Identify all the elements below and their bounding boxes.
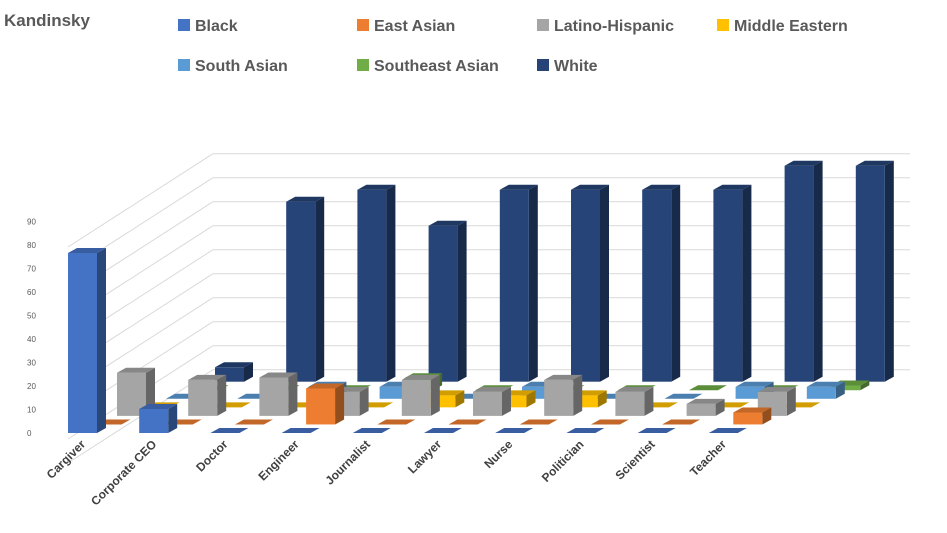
bar-east-asian-nurse xyxy=(519,419,558,425)
bar-east-asian-teacher xyxy=(733,407,772,425)
bar-white-teacher xyxy=(855,160,894,382)
bar-white-scientist xyxy=(784,160,823,382)
bar-black-doctor xyxy=(210,428,249,433)
y-tick-label: 50 xyxy=(27,311,36,320)
x-tick-lawyer: Lawyer xyxy=(405,437,444,476)
bar-white-politician xyxy=(713,184,752,382)
legend-item-latino-hispanic: Latino-Hispanic xyxy=(537,18,674,35)
legend-swatch xyxy=(717,19,729,31)
y-tick-label: 10 xyxy=(27,405,36,414)
bar-white-nurse xyxy=(642,184,681,382)
y-tick-label: 30 xyxy=(27,358,36,367)
legend-swatch xyxy=(357,59,369,71)
bar-south-asian-politician xyxy=(664,393,703,399)
x-tick-engineer: Engineer xyxy=(256,437,302,483)
legend-item-southeast-asian: Southeast Asian xyxy=(357,58,499,75)
bar-black-corporate-ceo xyxy=(139,404,178,433)
legend-item-white: White xyxy=(537,58,598,75)
bar-east-asian-scientist xyxy=(662,419,701,425)
bar-black-cargiver xyxy=(68,248,106,433)
bar-black-journalist xyxy=(352,428,391,433)
bar-black-teacher xyxy=(708,428,747,433)
bar-east-asian-doctor xyxy=(234,419,273,425)
bar-white-lawyer xyxy=(571,184,609,382)
y-tick-label: 90 xyxy=(27,217,36,226)
bar-east-asian-lawyer xyxy=(448,419,487,425)
legend-swatch xyxy=(178,19,190,31)
bar-white-journalist xyxy=(499,184,538,382)
x-tick-scientist: Scientist xyxy=(612,437,657,482)
bar-black-lawyer xyxy=(424,428,462,433)
bar-east-asian-engineer xyxy=(306,383,345,425)
bar-latino-hispanic-journalist xyxy=(401,374,440,416)
y-tick-label: 20 xyxy=(27,382,36,391)
legend-item-south-asian: South Asian xyxy=(178,58,288,75)
legend-label: Black xyxy=(195,18,238,35)
legend-label: East Asian xyxy=(374,18,455,35)
x-tick-corporate-ceo: Corporate CEO xyxy=(88,437,159,508)
bar-black-nurse xyxy=(495,428,534,433)
legend-label: Middle Eastern xyxy=(734,18,848,35)
legend-label: Southeast Asian xyxy=(374,58,499,75)
bar-latino-hispanic-doctor xyxy=(259,372,298,416)
gridlines xyxy=(67,153,910,464)
x-tick-politician: Politician xyxy=(539,437,587,485)
gridline-side xyxy=(67,153,214,248)
legend-swatch xyxy=(357,19,369,31)
legend-swatch xyxy=(178,59,190,71)
bar-southeast-asian-politician xyxy=(688,385,727,391)
bar-latino-hispanic-scientist xyxy=(686,398,725,416)
x-tick-doctor: Doctor xyxy=(193,437,230,474)
bar-latino-hispanic-nurse xyxy=(544,374,583,416)
bar-latino-hispanic-corporate-ceo xyxy=(188,374,227,416)
legend-label: Latino-Hispanic xyxy=(554,18,674,35)
bar-white-engineer xyxy=(428,220,467,382)
x-tick-teacher: Teacher xyxy=(687,437,729,479)
bar-south-asian-teacher xyxy=(806,381,845,399)
legend: Black East Asian Latino-Hispanic Middle Eas… xyxy=(178,18,848,75)
legend-item-black: Black xyxy=(178,18,238,35)
x-tick-nurse: Nurse xyxy=(481,437,515,471)
bar-black-scientist xyxy=(637,428,676,433)
bar-white-corporate-ceo xyxy=(286,196,325,382)
x-tick-journalist: Journalist xyxy=(322,437,372,487)
bars xyxy=(68,160,894,433)
y-axis-ticks: 0 10 20 30 40 50 60 70 80 90 xyxy=(27,217,36,438)
legend-label: South Asian xyxy=(195,58,288,75)
x-tick-cargiver: Cargiver xyxy=(44,437,89,482)
y-tick-label: 60 xyxy=(27,288,36,297)
y-tick-label: 40 xyxy=(27,335,36,344)
bar-east-asian-politician xyxy=(590,419,629,425)
y-tick-label: 0 xyxy=(27,429,32,438)
legend-item-middle-eastern: Middle Eastern xyxy=(717,18,848,35)
legend-label: White xyxy=(554,58,598,75)
bar-latino-hispanic-lawyer xyxy=(473,386,511,416)
legend-item-east-asian: East Asian xyxy=(357,18,455,35)
y-tick-label: 70 xyxy=(27,264,36,273)
bar-black-engineer xyxy=(281,428,320,433)
bar-east-asian-journalist xyxy=(377,419,416,425)
bar-latino-hispanic-politician xyxy=(615,386,654,416)
bar-white-doctor xyxy=(357,184,396,382)
legend-swatch xyxy=(537,19,549,31)
bar-black-politician xyxy=(566,428,605,433)
x-axis-labels: Cargiver Corporate CEO Doctor Engineer Journ… xyxy=(44,437,729,508)
y-tick-label: 80 xyxy=(27,241,36,250)
chart-title: Kandinsky xyxy=(4,11,91,30)
legend-swatch xyxy=(537,59,549,71)
